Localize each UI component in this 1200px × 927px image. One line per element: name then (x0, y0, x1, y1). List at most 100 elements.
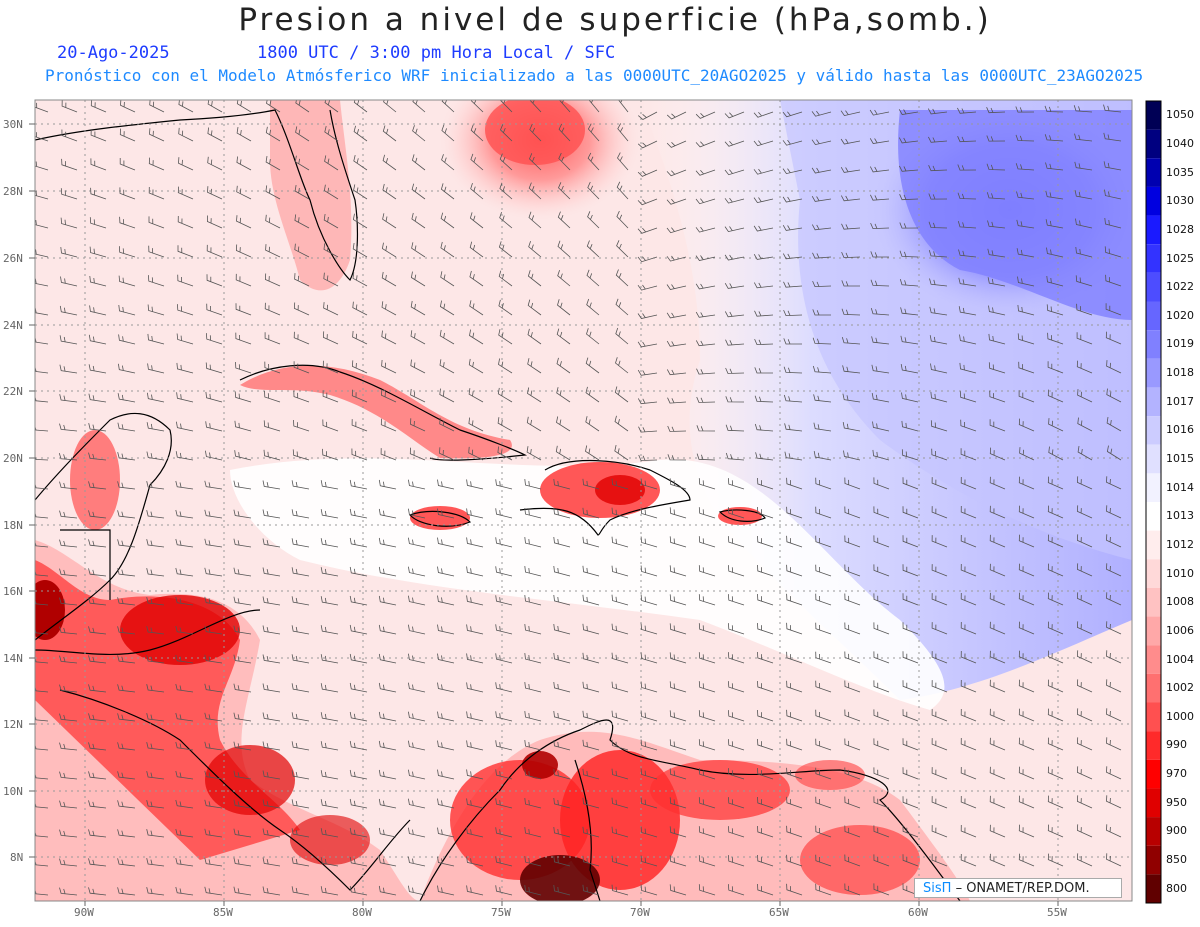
colorbar-swatch (1146, 215, 1161, 245)
colorbar-label: 1004 (1166, 652, 1194, 666)
wind-barb (902, 593, 919, 606)
wind-barb (725, 339, 745, 346)
wind-barb (695, 340, 716, 347)
wind-barb (931, 854, 948, 867)
wind-barb (611, 536, 629, 548)
wind-barb (557, 269, 571, 287)
wind-barb (204, 625, 223, 635)
wind-barb (437, 653, 455, 664)
wind-barb (175, 509, 194, 519)
wind-barb (204, 509, 223, 519)
wind-barb (782, 253, 803, 260)
wind-barb (784, 423, 803, 432)
wind-barb (698, 652, 716, 664)
wind-barb (437, 537, 455, 548)
wind-barb (294, 155, 310, 171)
wind-barb (873, 767, 890, 780)
wind-barb (468, 358, 484, 374)
wind-barb (669, 710, 687, 722)
wind-barb (235, 244, 252, 258)
wind-barb (553, 797, 571, 809)
wind-barb (295, 126, 310, 142)
wind-barb (615, 327, 629, 345)
wind-barb (440, 241, 455, 258)
colorbar-swatch (1146, 845, 1161, 875)
wind-barb (381, 330, 397, 345)
colorbar-swatch (1146, 244, 1161, 273)
wind-barb (928, 249, 948, 258)
wind-barb (782, 111, 803, 118)
lat-label: 22N (3, 385, 23, 398)
wind-barb (728, 594, 745, 606)
wind-barb (175, 799, 194, 809)
wind-barb (696, 396, 716, 403)
wind-barb (90, 100, 107, 113)
wind-barb (753, 254, 774, 260)
wind-barb (382, 125, 397, 142)
wind-barb (293, 419, 310, 432)
wind-barb (117, 626, 136, 635)
wind-barb (349, 711, 368, 722)
wind-barb (88, 393, 107, 403)
lon-label: 75W (491, 906, 511, 919)
wind-barb (349, 798, 368, 809)
wind-barb (437, 798, 455, 809)
wind-barb (59, 684, 78, 693)
wind-barb (728, 710, 745, 722)
wind-barb (783, 366, 803, 374)
wind-barb (757, 709, 774, 722)
wind-barb (320, 596, 339, 606)
wind-barb (873, 564, 890, 577)
wind-barb (1015, 134, 1035, 142)
wind-barb (466, 508, 484, 519)
wind-barb (989, 563, 1006, 577)
colorbar-label: 1020 (1166, 308, 1194, 322)
wind-barb (728, 565, 745, 577)
wind-barb (757, 564, 774, 577)
map-frame (34, 99, 1133, 902)
wind-barb (582, 739, 600, 751)
wind-barb (411, 154, 426, 171)
wind-barb (147, 333, 165, 345)
wind-barb (667, 454, 687, 461)
wind-barb (666, 198, 687, 205)
wind-barb (236, 215, 252, 229)
wind-barb (989, 737, 1006, 751)
wind-barb (90, 158, 107, 171)
wind-barb (987, 248, 1006, 258)
wind-barb (1044, 105, 1064, 113)
wind-barb (928, 221, 948, 229)
wind-barb (782, 139, 803, 146)
wind-barb (320, 654, 339, 664)
wind-barb (499, 153, 513, 171)
wind-barb (35, 161, 49, 171)
axis-ticks (29, 123, 1059, 906)
wind-barb (119, 158, 136, 171)
wind-barb (295, 100, 310, 113)
wind-barb (353, 125, 368, 142)
wind-barb (989, 621, 1006, 635)
wind-barb (437, 479, 455, 490)
wind-barb (902, 680, 919, 693)
wind-barb (291, 625, 310, 635)
wind-barb (1103, 132, 1122, 142)
wind-barb (669, 652, 687, 664)
wind-barb (640, 623, 658, 635)
wind-barb (786, 651, 803, 664)
wind-barb (233, 741, 252, 751)
wind-barb (640, 768, 658, 780)
wind-barb (754, 395, 774, 403)
wind-barb (264, 332, 281, 345)
credit-box: SisΠ – ONAMET/REP.DOM. (914, 878, 1122, 898)
wind-barb (524, 740, 542, 751)
wind-barb (557, 240, 571, 258)
wind-barb (469, 300, 484, 316)
wind-barb (529, 123, 542, 142)
wind-barb (1076, 795, 1093, 809)
wind-barbs (35, 100, 1122, 896)
colorbar-swatch (1146, 473, 1161, 502)
wind-barb (640, 565, 658, 577)
wind-barb (728, 884, 745, 896)
wind-barb (59, 742, 78, 751)
wind-barb (844, 651, 861, 664)
